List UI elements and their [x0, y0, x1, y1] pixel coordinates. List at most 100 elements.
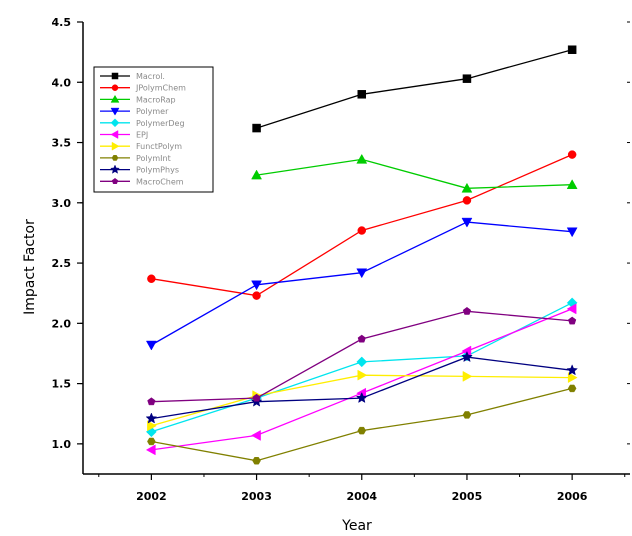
data-point [145, 444, 156, 456]
y-axis: 1.0 1.5 2.0 2.5 3.0 3.5 4.0 4.5 [52, 16, 630, 451]
data-point [110, 130, 119, 139]
data-point [251, 430, 261, 441]
x-axis-title: Year [341, 518, 372, 534]
data-point [355, 391, 368, 404]
y-tick-label: 2.5 [52, 257, 72, 270]
data-point [567, 384, 577, 393]
data-point [567, 150, 577, 159]
legend-item: EPJ [100, 130, 148, 140]
y-tick-label: 1.5 [52, 378, 72, 391]
legend-label: MacroRap [136, 95, 176, 104]
series-macrorap [251, 153, 578, 193]
y-tick-label: 4.0 [52, 76, 72, 89]
data-point [357, 369, 368, 381]
data-point [111, 155, 119, 161]
series-line [151, 221, 573, 346]
series-polymint [147, 384, 577, 465]
legend-label: JPolymChem [135, 84, 186, 93]
series-line [151, 302, 573, 433]
legend-item: PolymPhys [100, 164, 179, 175]
data-point [252, 123, 261, 133]
legend-label: PolymerDeg [136, 119, 185, 128]
x-tick-label: 2004 [346, 490, 377, 503]
data-point [461, 350, 473, 363]
x-tick-label: 2002 [136, 490, 167, 503]
y-tick-label: 3.5 [52, 137, 72, 150]
data-point [147, 397, 156, 406]
data-point [567, 372, 578, 383]
y-tick-label: 3.0 [52, 197, 72, 210]
legend-label: EPJ [136, 131, 148, 140]
legend-label: PolymPhys [136, 166, 179, 175]
legend-label: MacroChem [136, 177, 184, 186]
series-jpolymchem [147, 150, 577, 300]
plot-area [82, 22, 630, 475]
y-tick-label: 1.0 [52, 438, 72, 451]
legend-item: MacroRap [100, 94, 176, 104]
data-point [357, 90, 367, 99]
legend-item: PolymerDeg [100, 118, 185, 128]
series-polymer [145, 217, 578, 351]
data-point [357, 426, 367, 435]
data-point [568, 316, 577, 325]
legend-label: Polymer [136, 107, 169, 116]
series-line [151, 310, 573, 403]
data-point [566, 179, 578, 189]
data-point [461, 182, 473, 193]
data-point [356, 356, 368, 368]
data-point [111, 177, 119, 184]
data-point [251, 280, 262, 291]
data-point [111, 141, 120, 151]
legend-label: Macrol. [136, 72, 165, 81]
y-tick-label: 2.0 [52, 317, 72, 330]
data-point [566, 227, 578, 238]
data-point [110, 118, 120, 128]
data-point [567, 45, 577, 54]
x-tick-label: 2003 [241, 490, 272, 503]
data-point [110, 107, 120, 116]
data-point [461, 217, 473, 228]
legend: Macrol. JPolymChem MacroRap Polymer PolymerD… [93, 66, 214, 193]
data-point [251, 169, 262, 180]
data-point [462, 411, 472, 419]
legend-item: Polymer [100, 107, 169, 116]
data-point [145, 340, 157, 351]
legend-label: FunctPolym [136, 142, 182, 151]
data-point [147, 420, 157, 432]
x-tick-label: 2005 [452, 490, 483, 503]
data-point [145, 412, 158, 424]
data-point [356, 153, 368, 164]
data-point [462, 196, 472, 205]
data-point [357, 334, 366, 343]
data-point [147, 274, 156, 283]
legend-item: JPolymChem [100, 84, 186, 93]
legend-label: PolymInt [136, 154, 171, 163]
data-point [111, 72, 119, 80]
data-point [462, 370, 473, 382]
data-point [252, 393, 261, 402]
data-point [566, 303, 577, 315]
data-point [147, 437, 156, 446]
legend-item: FunctPolym [100, 141, 182, 151]
data-point [462, 74, 472, 83]
y-axis-title: Impact Factor [22, 219, 38, 315]
data-point [252, 457, 261, 465]
data-point [110, 94, 120, 103]
x-tick-label: 2006 [557, 490, 588, 503]
series-polymerdeg [146, 297, 578, 438]
data-point [566, 364, 578, 376]
data-point [462, 306, 472, 315]
series-line [256, 158, 573, 189]
x-axis: 2002 2003 2004 2005 2006 [98, 474, 626, 503]
legend-item: PolymInt [100, 154, 171, 163]
series-line [256, 49, 573, 129]
y-tick-label: 4.5 [52, 16, 72, 29]
legend-item: MacroChem [100, 177, 184, 186]
data-point [111, 84, 119, 91]
data-point [357, 226, 367, 235]
series-macrol- [252, 45, 577, 133]
series-macrochem [147, 306, 577, 406]
data-point [252, 291, 261, 300]
series-layer [145, 45, 578, 465]
